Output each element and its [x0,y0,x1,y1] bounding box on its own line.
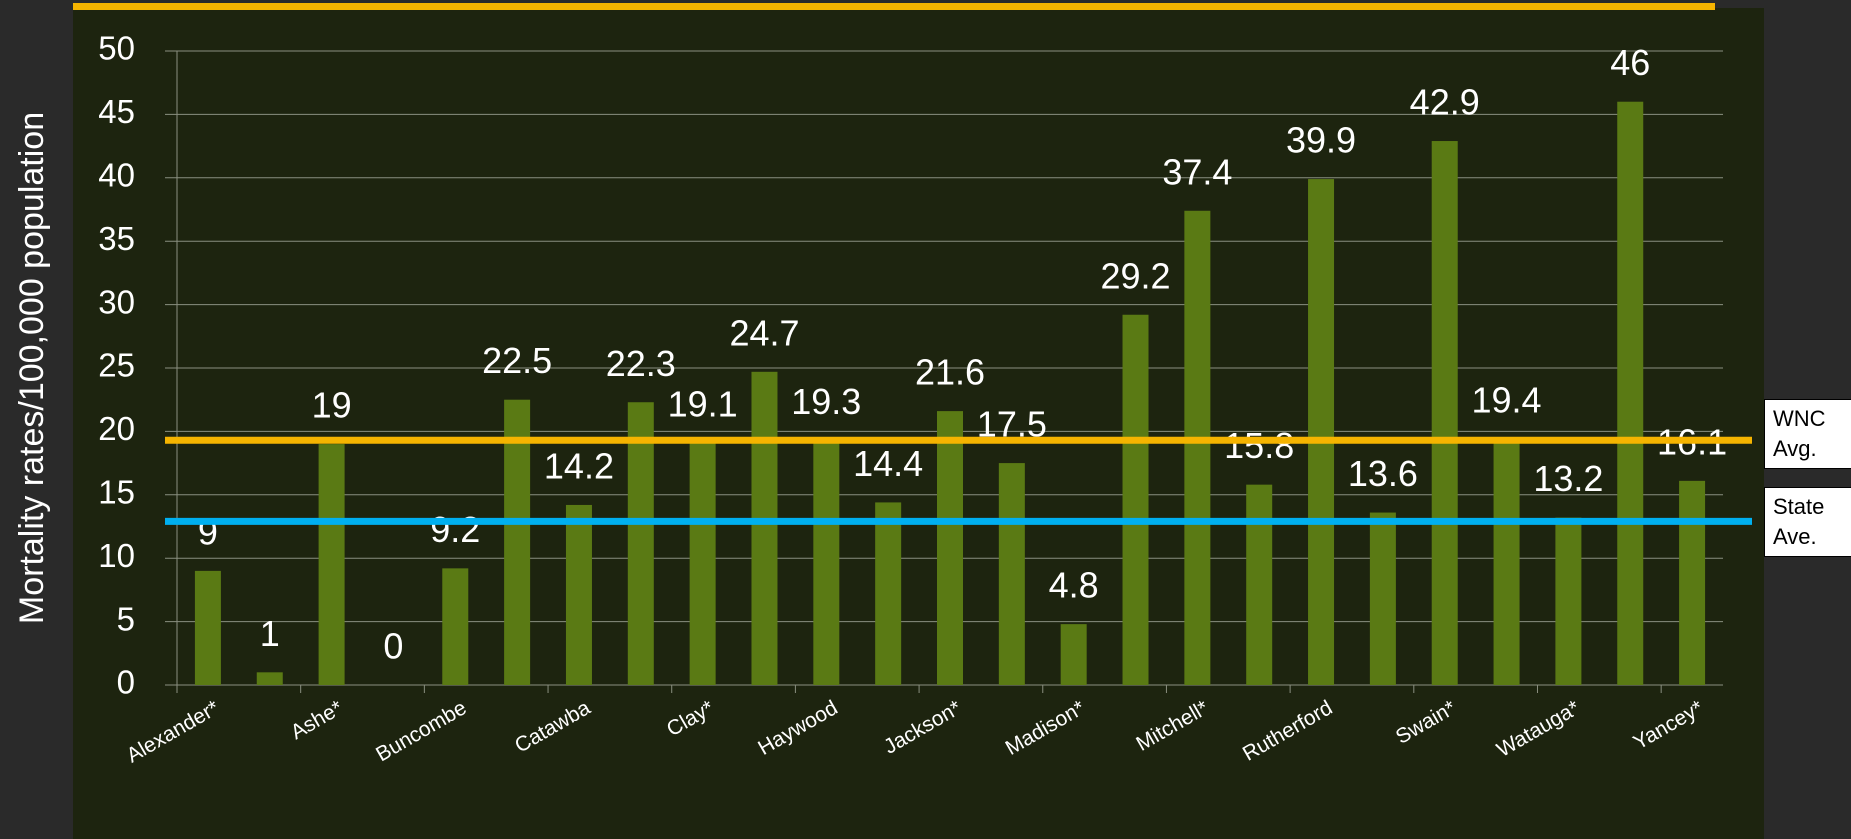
value-label: 29.2 [1100,255,1170,296]
bar [1617,101,1644,686]
y-axis-label: Mortality rates/100,000 population [13,112,51,624]
legend-entry: WNC Avg. [1764,399,1851,469]
value-label: 9.2 [430,509,480,550]
value-label: 42.9 [1410,82,1480,123]
value-label: 14.2 [544,445,614,486]
y-tick-label: 20 [98,410,135,447]
bar [1122,314,1149,685]
value-label: 14.4 [853,443,923,484]
value-label: 13.2 [1533,458,1603,499]
bar [1555,517,1582,685]
bar [1308,179,1335,685]
bar [1493,439,1520,685]
bar [318,444,345,685]
value-label: 19 [312,385,352,426]
value-label: 22.5 [482,340,552,381]
y-tick-label: 15 [98,474,135,511]
value-label: 21.6 [915,352,985,393]
value-label: 19.3 [791,381,861,422]
bar [875,502,902,685]
bar [627,402,654,685]
bar [998,463,1025,685]
plot-background [73,8,1764,839]
bar [256,672,283,685]
value-label: 24.7 [729,312,799,353]
bar [1431,141,1458,685]
value-label: 13.6 [1348,453,1418,494]
value-label: 19.4 [1472,380,1542,421]
bar [1184,210,1211,685]
bar [1246,484,1273,685]
value-label: 46 [1610,42,1650,83]
bar [689,442,716,685]
y-tick-label: 35 [98,220,135,257]
y-tick-label: 45 [98,93,135,130]
top-rule [73,3,1715,10]
value-label: 37.4 [1162,151,1232,192]
bar [1369,512,1396,685]
value-label: 9 [198,511,218,552]
y-tick-label: 0 [117,664,135,701]
value-label: 4.8 [1049,565,1099,606]
bar [1060,624,1087,685]
bar [1679,480,1706,685]
value-label: 0 [383,626,403,667]
value-label: 15.8 [1224,425,1294,466]
value-label: 1 [260,613,280,654]
bar [194,570,221,685]
bar [937,411,963,685]
legend-entry: State Ave. [1764,487,1851,557]
y-tick-label: 25 [98,347,135,384]
y-tick-label: 50 [98,30,135,67]
bar [504,399,531,685]
y-tick-label: 30 [98,283,135,320]
bar [442,568,469,685]
y-tick-label: 40 [98,157,135,194]
value-label: 22.3 [606,343,676,384]
value-label: 19.1 [668,383,738,424]
bar [751,371,778,685]
value-label: 39.9 [1286,120,1356,161]
y-tick-label: 10 [98,537,135,574]
bar [565,504,592,685]
y-tick-label: 5 [117,600,135,637]
bar [813,440,840,685]
